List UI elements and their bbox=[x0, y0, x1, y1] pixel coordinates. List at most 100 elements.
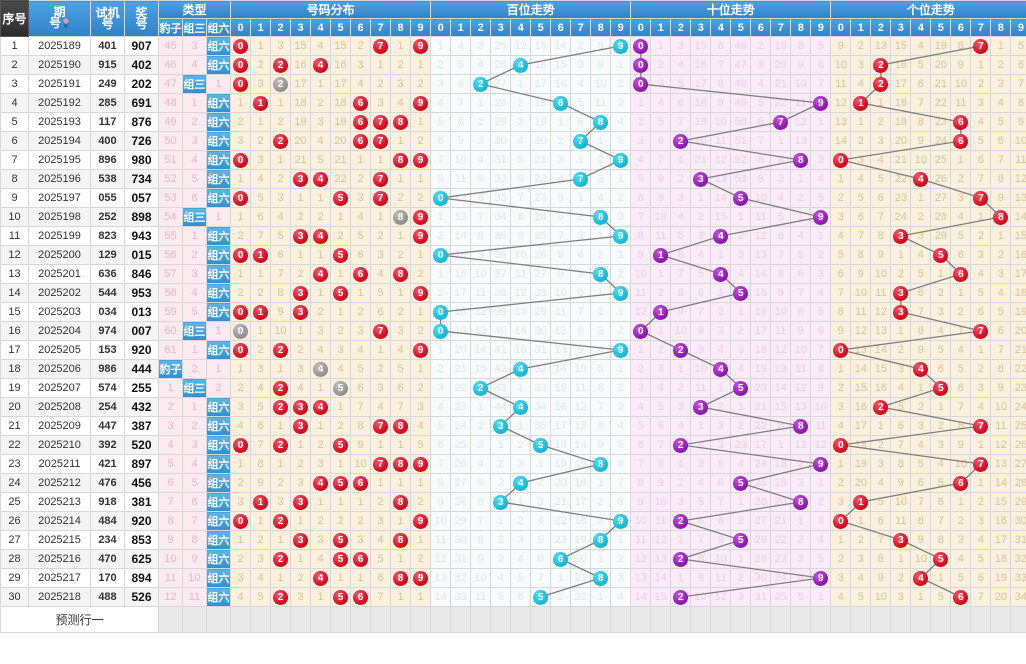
table-row[interactable]: 24 2025212 476 456 6 5 组六 2 9 2 3 4 5 6 1 1 1 8 27 5 3 4 2 20 16… bbox=[0, 473, 1026, 493]
table-row[interactable]: 23 2025211 421 897 5 4 组六 1 8 1 2 3 1 10 7 8 9 7 26 4 2 3 1 19 1… bbox=[0, 454, 1026, 474]
table-row[interactable]: 17 2025205 153 920 61 1 组六 0 2 2 2 4 3 4 1 4 9 1 20 14 41 15 3… bbox=[0, 340, 1026, 360]
prediction-cell[interactable] bbox=[610, 606, 632, 633]
th-issue[interactable]: 期 号 ◆ ▼ bbox=[28, 0, 91, 37]
table-row[interactable]: 3 2025191 249 202 47 组三 1 0 3 2 17 1 17 4 2 3 2 3 6 2 27 1 17 1… bbox=[0, 74, 1026, 94]
th-seq[interactable]: 序号 bbox=[0, 0, 29, 37]
prediction-cell[interactable] bbox=[390, 606, 412, 633]
th-ge-digit-3[interactable]: 3 bbox=[890, 18, 912, 37]
table-row[interactable]: 26 2025214 484 920 8 7 组六 0 1 2 1 2 2 2 3 1 9 10 29 7 1 2 4 22 1… bbox=[0, 511, 1026, 531]
th-dist-digit-2[interactable]: 2 bbox=[270, 18, 292, 37]
th-dist-digit-8[interactable]: 8 bbox=[390, 18, 412, 37]
th-ge-digit-6[interactable]: 6 bbox=[950, 18, 972, 37]
prediction-cell[interactable] bbox=[205, 606, 232, 633]
th-type-zuliu[interactable]: 组六 bbox=[205, 18, 232, 37]
table-row[interactable]: 7 2025195 896 980 51 4 组六 0 3 1 21 5 21 1 1 8 9 7 10 4 31 5 21… bbox=[0, 150, 1026, 170]
table-row[interactable]: 1 2025189 401 907 45 3 组六 0 1 3 15 4 15 2 7 1 9 1 4 3 25 12 15… bbox=[0, 36, 1026, 56]
prediction-cell[interactable] bbox=[330, 606, 352, 633]
table-row[interactable]: 15 2025203 034 013 59 5 组六 0 1 9 3 2 1 2 6 2 1 0 18 12 39 13 2… bbox=[0, 302, 1026, 322]
table-row[interactable]: 21 2025209 447 387 3 2 组六 4 6 1 3 1 2 8 7 8 4 5 24 2 3 1 35 17 1… bbox=[0, 416, 1026, 436]
table-row[interactable]: 19 2025207 574 255 1 组三 2 2 4 2 4 1 5 6 3 6 2 3 22 2 43 1 33 15… bbox=[0, 378, 1026, 398]
table-row[interactable]: 4 2025192 285 691 48 1 组六 1 1 1 18 2 18 6 3 4 9 4 7 1 28 2 18 6… bbox=[0, 93, 1026, 113]
th-shi-digit-3[interactable]: 3 bbox=[690, 18, 712, 37]
th-ge-digit-7[interactable]: 7 bbox=[970, 18, 992, 37]
prediction-cell[interactable] bbox=[910, 606, 932, 633]
th-ge-digit-1[interactable]: 1 bbox=[850, 18, 872, 37]
th-shi-digit-7[interactable]: 7 bbox=[770, 18, 792, 37]
prediction-cell[interactable] bbox=[182, 606, 207, 633]
prediction-cell[interactable] bbox=[990, 606, 1012, 633]
th-prize-number[interactable]: 奖 号 bbox=[124, 0, 159, 37]
prediction-cell[interactable] bbox=[850, 606, 872, 633]
th-dist-digit-1[interactable]: 1 bbox=[250, 18, 272, 37]
table-row[interactable]: 9 2025197 055 057 53 6 组六 0 5 3 1 1 5 3 7 2 2 0 12 6 33 7 23 5 1… bbox=[0, 188, 1026, 208]
sort-desc-icon[interactable]: ▼ bbox=[62, 22, 70, 31]
prediction-cell[interactable] bbox=[490, 606, 512, 633]
prediction-cell[interactable] bbox=[410, 606, 432, 633]
th-bai-digit-4[interactable]: 4 bbox=[510, 18, 532, 37]
th-shi-digit-5[interactable]: 5 bbox=[730, 18, 752, 37]
th-dist-digit-5[interactable]: 5 bbox=[330, 18, 352, 37]
th-type-baozi[interactable]: 豹子 bbox=[158, 18, 183, 37]
prediction-cell[interactable] bbox=[890, 606, 912, 633]
prediction-cell[interactable] bbox=[830, 606, 852, 633]
table-row[interactable]: 14 2025202 544 953 58 4 组六 2 2 8 3 1 5 1 5 1 9 2 17 11 38 12 2… bbox=[0, 283, 1026, 303]
th-bai-digit-8[interactable]: 8 bbox=[590, 18, 612, 37]
th-bai-digit-1[interactable]: 1 bbox=[450, 18, 472, 37]
th-ge-digit-2[interactable]: 2 bbox=[870, 18, 892, 37]
prediction-cell[interactable] bbox=[1010, 606, 1026, 633]
prediction-cell[interactable] bbox=[810, 606, 832, 633]
table-row[interactable]: 25 2025213 918 381 7 6 组六 3 1 3 3 1 1 1 2 8 2 9 28 6 3 1 3 21 17… bbox=[0, 492, 1026, 512]
prediction-cell[interactable] bbox=[510, 606, 532, 633]
prediction-cell[interactable] bbox=[370, 606, 392, 633]
table-row[interactable]: 5 2025193 117 876 49 2 组六 2 1 2 19 3 19 6 7 8 1 5 8 2 29 3 19 1… bbox=[0, 112, 1026, 132]
th-bai-digit-9[interactable]: 9 bbox=[610, 18, 632, 37]
th-shi-digit-2[interactable]: 2 bbox=[670, 18, 692, 37]
th-ge-digit-9[interactable]: 9 bbox=[1010, 18, 1026, 37]
table-row[interactable]: 22 2025210 392 520 4 3 组六 0 7 2 1 2 5 9 1 1 5 6 25 3 1 2 5 18 14… bbox=[0, 435, 1026, 455]
prediction-cell[interactable] bbox=[790, 606, 812, 633]
prediction-cell[interactable] bbox=[570, 606, 592, 633]
th-ge-digit-4[interactable]: 4 bbox=[910, 18, 932, 37]
table-row[interactable]: 13 2025201 636 846 57 3 组六 1 1 7 2 4 1 6 4 8 2 1 16 10 37 11 2… bbox=[0, 264, 1026, 284]
th-bai-digit-0[interactable]: 0 bbox=[430, 18, 452, 37]
prediction-cell[interactable] bbox=[290, 606, 312, 633]
prediction-cell[interactable] bbox=[158, 606, 183, 633]
prediction-cell[interactable] bbox=[530, 606, 552, 633]
prediction-cell[interactable] bbox=[770, 606, 792, 633]
prediction-cell[interactable] bbox=[970, 606, 992, 633]
prediction-cell[interactable] bbox=[930, 606, 952, 633]
table-row[interactable]: 11 2025199 823 943 55 1 组六 2 7 5 3 4 2 5 2 1 9 2 14 8 35 9 25 7… bbox=[0, 226, 1026, 246]
prediction-cell[interactable] bbox=[650, 606, 672, 633]
prediction-cell[interactable] bbox=[670, 606, 692, 633]
prediction-cell[interactable] bbox=[250, 606, 272, 633]
th-shi-digit-0[interactable]: 0 bbox=[630, 18, 652, 37]
table-row[interactable]: 6 2025194 400 726 50 3 组六 3 2 2 20 4 20 6 7 1 2 6 9 3 30 4 20 2… bbox=[0, 131, 1026, 151]
table-row[interactable]: 20 2025208 254 432 2 1 组六 3 5 2 3 4 1 7 4 7 3 4 23 1 44 4 34 16… bbox=[0, 397, 1026, 417]
sort-asc-icon[interactable]: ◆ bbox=[62, 16, 70, 25]
prediction-cell[interactable] bbox=[430, 606, 452, 633]
table-row[interactable]: 8 2025196 538 734 52 5 组六 1 4 2 3 4 22 2 7 1 1 8 11 5 32 6 22 4… bbox=[0, 169, 1026, 189]
prediction-cell[interactable] bbox=[230, 606, 252, 633]
th-shi-digit-1[interactable]: 1 bbox=[650, 18, 672, 37]
table-row[interactable]: 12 2025200 129 015 56 2 组六 0 1 6 1 1 5 6 3 2 1 0 15 9 36 10 26… bbox=[0, 245, 1026, 265]
prediction-cell[interactable] bbox=[270, 606, 292, 633]
prediction-cell[interactable] bbox=[450, 606, 472, 633]
th-type-zusan[interactable]: 组三 bbox=[182, 18, 207, 37]
table-row[interactable]: 27 2025215 234 853 9 8 组六 1 2 1 3 3 5 3 4 8 1 11 30 8 2 3 5 23 1… bbox=[0, 530, 1026, 550]
th-test-number[interactable]: 试机 号 bbox=[90, 0, 125, 37]
prediction-cell[interactable] bbox=[870, 606, 892, 633]
th-bai-digit-3[interactable]: 3 bbox=[490, 18, 512, 37]
sort-toggle[interactable]: ◆ ▼ bbox=[62, 16, 70, 31]
th-dist-digit-6[interactable]: 6 bbox=[350, 18, 372, 37]
table-row[interactable]: 29 2025217 170 894 11 10 组六 3 4 1 2 4 1 1 6 8 9 13 32 10 4 5 7… bbox=[0, 568, 1026, 588]
prediction-row[interactable]: 预测行一 bbox=[0, 606, 1026, 633]
prediction-cell[interactable] bbox=[550, 606, 572, 633]
table-row[interactable]: 28 2025216 470 625 10 9 组六 2 3 2 1 4 5 6 5 1 2 12 31 9 3 4 6 6 2… bbox=[0, 549, 1026, 569]
table-row[interactable]: 30 2025218 488 526 12 11 组六 4 5 2 3 1 5 6 7 1 1 14 33 11 5 6 5… bbox=[0, 587, 1026, 607]
th-shi-digit-6[interactable]: 6 bbox=[750, 18, 772, 37]
prediction-cell[interactable] bbox=[750, 606, 772, 633]
prediction-cell[interactable] bbox=[710, 606, 732, 633]
th-shi-digit-9[interactable]: 9 bbox=[810, 18, 832, 37]
prediction-cell[interactable] bbox=[690, 606, 712, 633]
th-ge-digit-8[interactable]: 8 bbox=[990, 18, 1012, 37]
